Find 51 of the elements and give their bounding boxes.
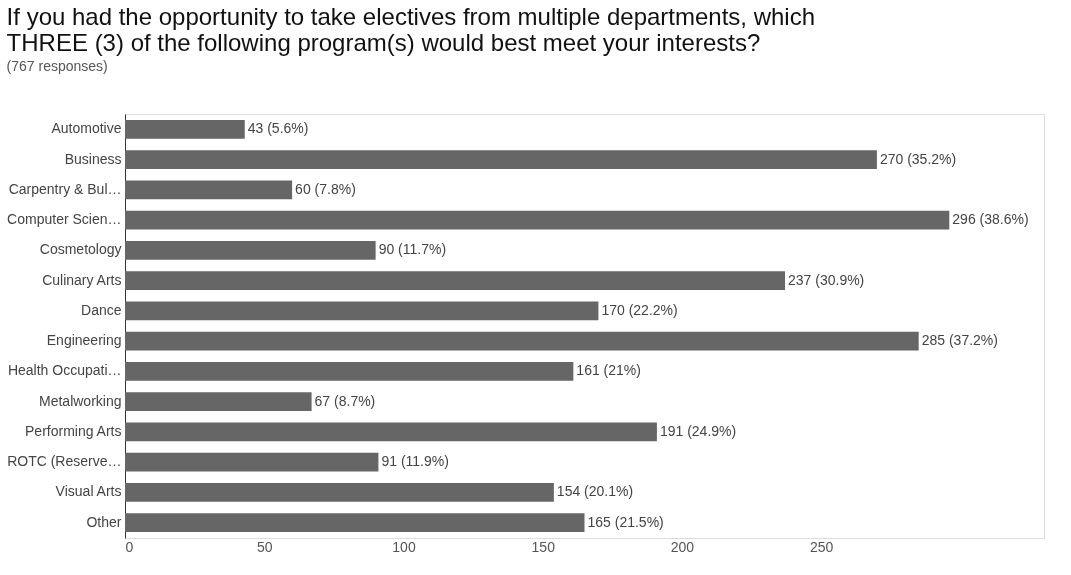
bar bbox=[125, 120, 245, 139]
x-tick-label: 200 bbox=[670, 538, 695, 555]
bar bbox=[125, 392, 312, 411]
y-tick-label: Metalworking bbox=[39, 392, 122, 409]
data-label: 170 (22.2%) bbox=[601, 301, 678, 318]
x-tick-label: 250 bbox=[810, 538, 834, 555]
bar bbox=[125, 241, 376, 260]
y-tick-label: Cosmetology bbox=[39, 241, 122, 258]
bar bbox=[125, 422, 657, 442]
bar bbox=[125, 452, 379, 472]
y-tick-label: Performing Arts bbox=[25, 422, 122, 439]
bar bbox=[125, 331, 919, 351]
data-label: 60 (7.8%) bbox=[295, 180, 356, 197]
y-tick-label: Carpentry & Bul… bbox=[8, 180, 122, 197]
data-label: 285 (37.2%) bbox=[921, 332, 998, 349]
data-label: 154 (20.1%) bbox=[556, 483, 634, 500]
x-tick-label: 150 bbox=[531, 538, 556, 555]
x-tick-label: 100 bbox=[392, 538, 416, 555]
data-label: 43 (5.6%) bbox=[247, 120, 309, 137]
data-label: 161 (21%) bbox=[576, 362, 641, 379]
text: THREE (3) of the following program(s) would best meet your interests? bbox=[6, 29, 761, 56]
x-tick-label: 0 bbox=[125, 538, 134, 555]
y-tick-label: Business bbox=[64, 150, 122, 167]
y-tick-label: Culinary Arts bbox=[42, 271, 122, 288]
y-tick-label: ROTC (Reserve… bbox=[7, 453, 122, 470]
data-label: 90 (11.7%) bbox=[378, 241, 447, 258]
bar bbox=[125, 271, 786, 291]
y-tick-label: Computer Scien… bbox=[7, 211, 122, 228]
data-label: 237 (30.9%) bbox=[788, 271, 865, 288]
data-label: 165 (21.5%) bbox=[587, 513, 664, 530]
y-tick-label: Dance bbox=[81, 301, 122, 318]
bar bbox=[125, 513, 585, 532]
bar bbox=[125, 361, 574, 381]
data-label: 296 (38.6%) bbox=[952, 211, 1029, 228]
data-label: 91 (11.9%) bbox=[381, 453, 449, 470]
data-label: 67 (8.7%) bbox=[314, 392, 376, 409]
y-tick-label: Other bbox=[86, 513, 122, 530]
bar bbox=[125, 150, 877, 170]
bar bbox=[125, 301, 599, 321]
chart-subtitle: (767 responses) bbox=[6, 58, 108, 74]
bar bbox=[125, 180, 293, 200]
x-tick-label: 50 bbox=[256, 538, 273, 555]
bar bbox=[125, 210, 950, 230]
data-label: 191 (24.9%) bbox=[659, 422, 737, 439]
y-tick-label: Health Occupati… bbox=[7, 362, 122, 379]
y-tick-label: Engineering bbox=[46, 332, 122, 349]
y-tick-label: Automotive bbox=[51, 120, 122, 137]
bar bbox=[125, 482, 554, 502]
y-tick-label: Visual Arts bbox=[55, 483, 122, 500]
text: If you had the opportunity to take electives from multiple departments, which bbox=[6, 3, 816, 30]
data-label: 270 (35.2%) bbox=[879, 150, 957, 167]
